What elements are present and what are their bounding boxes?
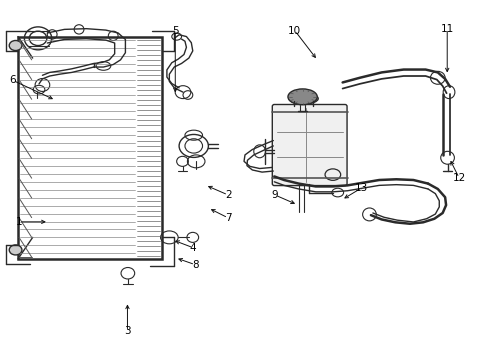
Text: 7: 7 bbox=[225, 213, 231, 223]
Text: 8: 8 bbox=[192, 260, 198, 270]
Text: 3: 3 bbox=[124, 327, 131, 336]
Ellipse shape bbox=[9, 41, 22, 50]
Text: 4: 4 bbox=[190, 243, 196, 253]
Ellipse shape bbox=[288, 89, 317, 105]
Ellipse shape bbox=[289, 93, 318, 104]
Text: 10: 10 bbox=[288, 26, 301, 36]
Text: 2: 2 bbox=[225, 190, 231, 200]
Text: 13: 13 bbox=[355, 183, 368, 193]
Bar bbox=[18, 37, 162, 259]
Ellipse shape bbox=[9, 245, 22, 255]
Text: 9: 9 bbox=[271, 190, 278, 200]
Text: 11: 11 bbox=[441, 24, 454, 33]
FancyBboxPatch shape bbox=[272, 104, 347, 185]
Text: 12: 12 bbox=[453, 173, 466, 183]
Text: 6: 6 bbox=[10, 75, 16, 85]
Text: 5: 5 bbox=[172, 26, 178, 36]
Text: 1: 1 bbox=[16, 217, 22, 227]
